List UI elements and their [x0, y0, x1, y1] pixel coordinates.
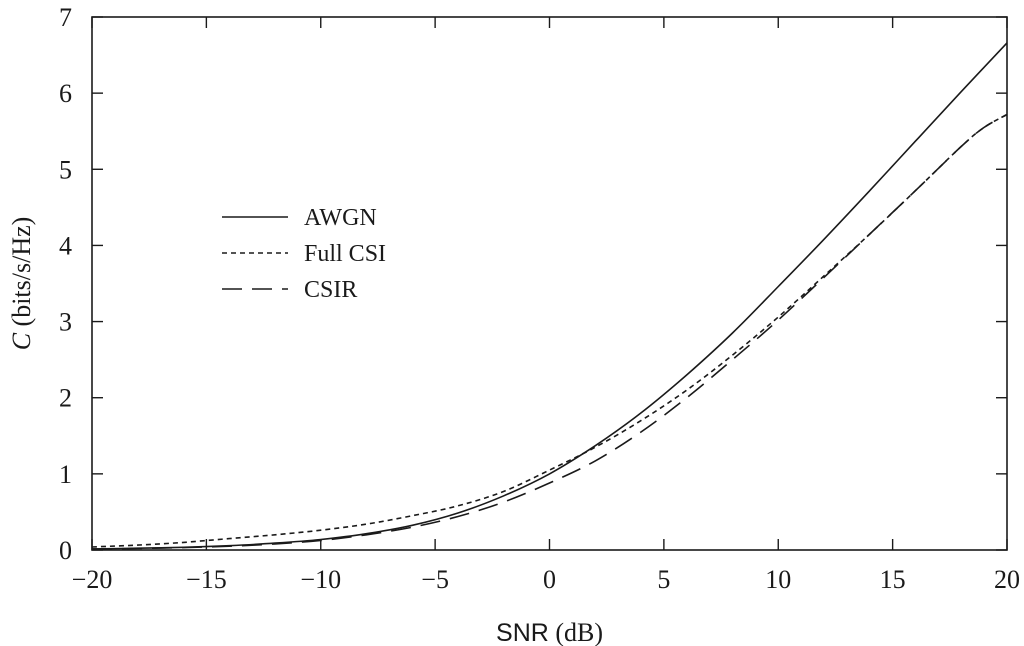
x-tick-label: −10	[300, 565, 341, 594]
series-line-csir	[91, 113, 1008, 550]
y-axis-label: C (bits/s/Hz)	[7, 217, 36, 351]
y-tick-label: 6	[59, 79, 72, 108]
y-tick-label: 7	[59, 3, 72, 32]
x-tick-label: 0	[543, 565, 556, 594]
y-tick-label: 4	[59, 231, 72, 260]
y-tick-label: 2	[59, 384, 72, 413]
x-tick-label: 20	[994, 565, 1020, 594]
series-line-awgn	[91, 42, 1008, 550]
x-tick-label: 10	[765, 565, 791, 594]
x-tick-label: −15	[186, 565, 227, 594]
x-axis-label: SNR (dB)	[496, 618, 603, 646]
y-tick-label: 1	[59, 460, 72, 489]
y-tick-label: 3	[59, 308, 72, 337]
axis-ticks: −20 −15 −10 −5 0 5 10 15 20 0 1 2 3 4 5 6 7	[59, 3, 1020, 594]
series-lines	[91, 42, 1008, 550]
x-tick-label: 15	[880, 565, 906, 594]
legend-label: CSIR	[304, 277, 357, 303]
legend: AWGN Full CSI CSIR	[222, 205, 386, 303]
legend-label: Full CSI	[304, 241, 386, 267]
legend-label: AWGN	[304, 205, 377, 231]
y-tick-label: 0	[59, 536, 72, 565]
x-tick-label: 5	[657, 565, 670, 594]
plot-frame	[91, 16, 1008, 551]
x-tick-label: −5	[421, 565, 449, 594]
y-tick-label: 5	[59, 155, 72, 184]
x-tick-label: −20	[72, 565, 113, 594]
